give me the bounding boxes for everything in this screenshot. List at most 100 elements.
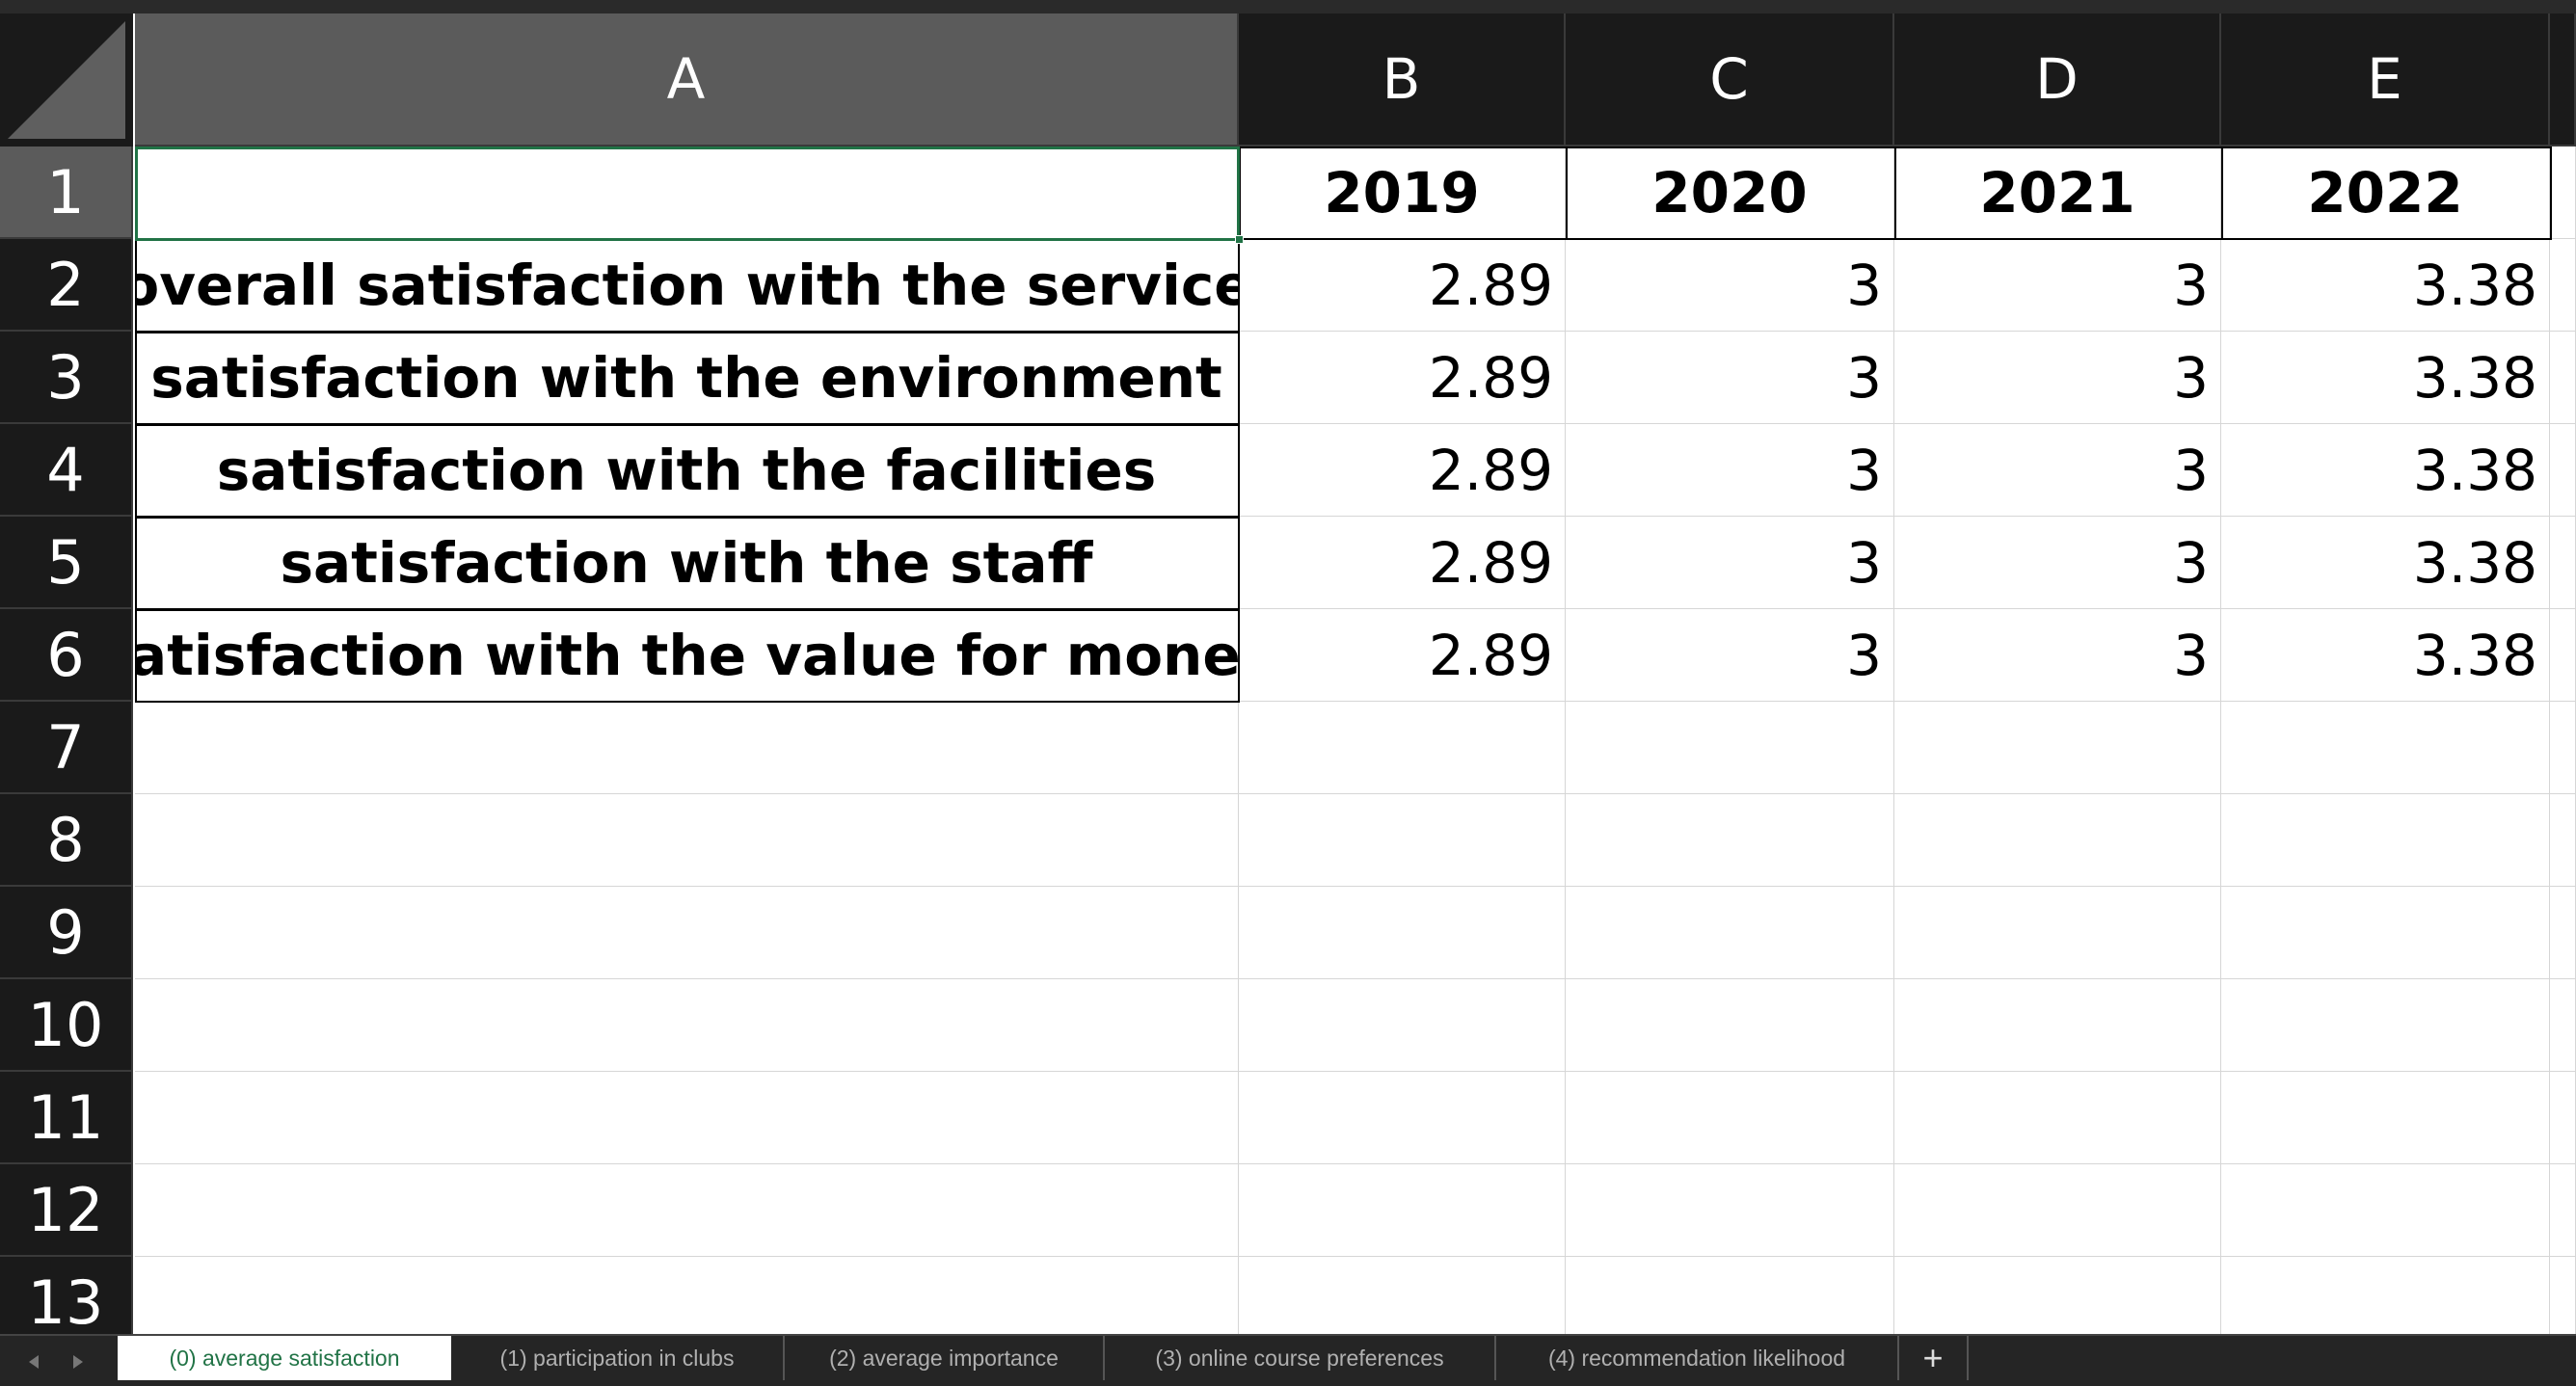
empty-cell[interactable] (135, 147, 1239, 239)
sheet-tab[interactable]: (3) online course preferences (1105, 1336, 1496, 1380)
cell[interactable]: 2.89 (1239, 332, 1566, 424)
cell[interactable]: 3.38 (2221, 239, 2550, 332)
row-header[interactable]: 12 (0, 1164, 133, 1257)
cell[interactable]: 3 (1566, 609, 1894, 702)
cell[interactable]: 3 (1566, 424, 1894, 517)
empty-cell[interactable] (2221, 979, 2550, 1072)
empty-cell[interactable] (1566, 979, 1894, 1072)
cell[interactable]: satisfaction with the environment (135, 332, 1239, 424)
row-header[interactable]: 10 (0, 979, 133, 1072)
cell[interactable]: 3.38 (2221, 332, 2550, 424)
empty-cell[interactable] (1894, 887, 2221, 979)
empty-cell[interactable] (1894, 979, 2221, 1072)
empty-cell[interactable] (1894, 794, 2221, 887)
empty-cell[interactable] (1566, 702, 1894, 794)
empty-cell[interactable] (2550, 1164, 2576, 1257)
empty-cell[interactable] (135, 887, 1239, 979)
cell[interactable]: 3 (1566, 517, 1894, 609)
sheet-tab[interactable]: (0) average satisfaction (118, 1336, 451, 1380)
table-border (2221, 147, 2223, 239)
select-all[interactable] (0, 13, 133, 147)
empty-cell[interactable] (2221, 702, 2550, 794)
cell[interactable]: satisfaction with the value for money (135, 609, 1239, 702)
empty-cell[interactable] (2550, 1072, 2576, 1164)
cell[interactable]: 3 (1894, 239, 2221, 332)
empty-cell[interactable] (1894, 1072, 2221, 1164)
empty-cell[interactable] (1239, 702, 1566, 794)
row-header[interactable]: 8 (0, 794, 133, 887)
empty-cell[interactable] (135, 1072, 1239, 1164)
sheet-tab[interactable]: (4) recommendation likelihood (1496, 1336, 1899, 1380)
empty-cell[interactable] (1566, 887, 1894, 979)
empty-cell[interactable] (1239, 1072, 1566, 1164)
column-header[interactable]: B (1239, 13, 1566, 147)
add-sheet-button[interactable]: + (1899, 1336, 1969, 1380)
empty-cell[interactable] (135, 702, 1239, 794)
empty-cell[interactable] (2550, 147, 2576, 239)
empty-cell[interactable] (2221, 887, 2550, 979)
empty-cell[interactable] (2550, 979, 2576, 1072)
column-header[interactable]: D (1894, 13, 2221, 147)
cell[interactable]: 3 (1566, 239, 1894, 332)
empty-cell[interactable] (1566, 1072, 1894, 1164)
cell[interactable]: 2021 (1894, 147, 2221, 239)
row-header[interactable]: 4 (0, 424, 133, 517)
cell[interactable]: 3 (1894, 609, 2221, 702)
empty-cell[interactable] (2550, 424, 2576, 517)
empty-cell[interactable] (1239, 794, 1566, 887)
empty-cell[interactable] (2550, 702, 2576, 794)
empty-cell[interactable] (1239, 979, 1566, 1072)
cell[interactable]: 3.38 (2221, 517, 2550, 609)
row-header[interactable]: 5 (0, 517, 133, 609)
cell[interactable]: 2020 (1566, 147, 1894, 239)
empty-cell[interactable] (2221, 1072, 2550, 1164)
empty-cell[interactable] (2550, 887, 2576, 979)
row-header[interactable]: 1 (0, 147, 133, 239)
column-header[interactable]: A (135, 13, 1239, 147)
sheet-tab[interactable]: (1) participation in clubs (451, 1336, 785, 1380)
cell[interactable]: satisfaction with the facilities (135, 424, 1239, 517)
row-header[interactable]: 9 (0, 887, 133, 979)
row-header[interactable]: 2 (0, 239, 133, 332)
cell[interactable]: 3 (1894, 517, 2221, 609)
empty-cell[interactable] (1239, 1164, 1566, 1257)
empty-cell[interactable] (135, 1164, 1239, 1257)
row-header[interactable]: 3 (0, 332, 133, 424)
cell[interactable]: 2022 (2221, 147, 2550, 239)
cell[interactable]: 2019 (1239, 147, 1566, 239)
cell[interactable]: satisfaction with the staff (135, 517, 1239, 609)
sheet-tab[interactable]: (2) average importance (785, 1336, 1105, 1380)
empty-cell[interactable] (1894, 702, 2221, 794)
tab-scroll-arrows[interactable] (17, 1347, 94, 1376)
empty-cell[interactable] (2550, 794, 2576, 887)
empty-cell[interactable] (135, 794, 1239, 887)
empty-cell[interactable] (2550, 239, 2576, 332)
empty-cell[interactable] (1239, 887, 1566, 979)
empty-cell[interactable] (1894, 1164, 2221, 1257)
cell[interactable]: 2.89 (1239, 424, 1566, 517)
cell[interactable]: 3 (1894, 332, 2221, 424)
cell[interactable]: overall satisfaction with the service (135, 239, 1239, 332)
empty-cell[interactable] (2221, 794, 2550, 887)
empty-cell[interactable] (2550, 609, 2576, 702)
column-header[interactable]: E (2221, 13, 2550, 147)
row-header[interactable]: 11 (0, 1072, 133, 1164)
empty-cell[interactable] (2550, 517, 2576, 609)
empty-cell[interactable] (135, 979, 1239, 1072)
empty-cell[interactable] (2550, 332, 2576, 424)
cell[interactable]: 3 (1566, 332, 1894, 424)
table-border (1894, 147, 1896, 239)
cell[interactable]: 3 (1894, 424, 2221, 517)
empty-cell[interactable] (1566, 1164, 1894, 1257)
column-header[interactable]: C (1566, 13, 1894, 147)
row-header[interactable]: 6 (0, 609, 133, 702)
empty-cell[interactable] (2221, 1164, 2550, 1257)
table-border (1566, 147, 1568, 239)
cell[interactable]: 2.89 (1239, 239, 1566, 332)
empty-cell[interactable] (1566, 794, 1894, 887)
cell[interactable]: 3.38 (2221, 424, 2550, 517)
cell[interactable]: 3.38 (2221, 609, 2550, 702)
cell[interactable]: 2.89 (1239, 517, 1566, 609)
row-header[interactable]: 7 (0, 702, 133, 794)
cell[interactable]: 2.89 (1239, 609, 1566, 702)
